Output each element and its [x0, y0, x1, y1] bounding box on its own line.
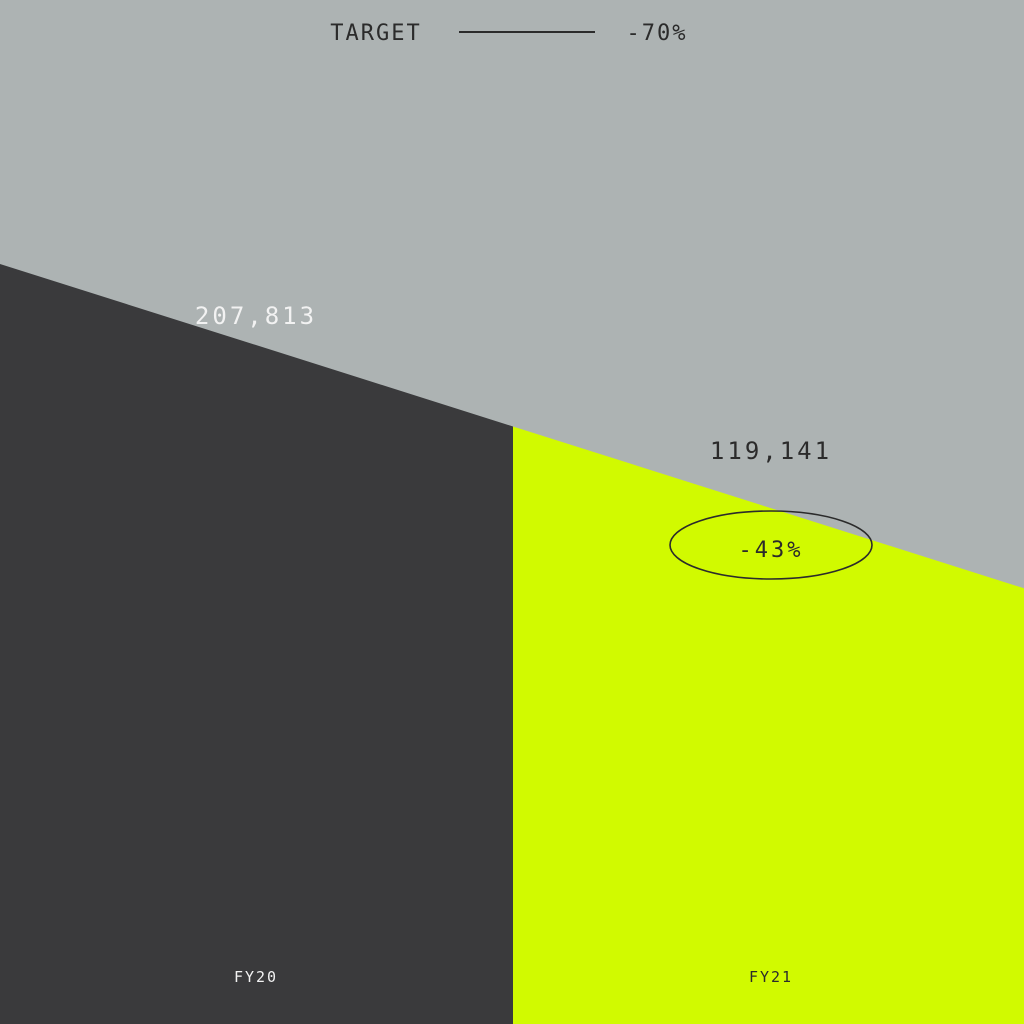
bar-fy21 — [513, 426, 1024, 1024]
change-badge-outline — [669, 510, 873, 580]
legend-target-label: TARGET — [330, 21, 421, 46]
legend-target-value: -70% — [627, 21, 688, 46]
value-label-fy21: 119,141 — [710, 437, 832, 465]
bar-fy20 — [0, 263, 513, 1024]
tick-label-fy20: FY20 — [234, 968, 278, 986]
tick-label-fy21: FY21 — [749, 968, 793, 986]
value-label-fy20: 207,813 — [195, 302, 317, 330]
change-badge-label: -43% — [739, 538, 804, 563]
